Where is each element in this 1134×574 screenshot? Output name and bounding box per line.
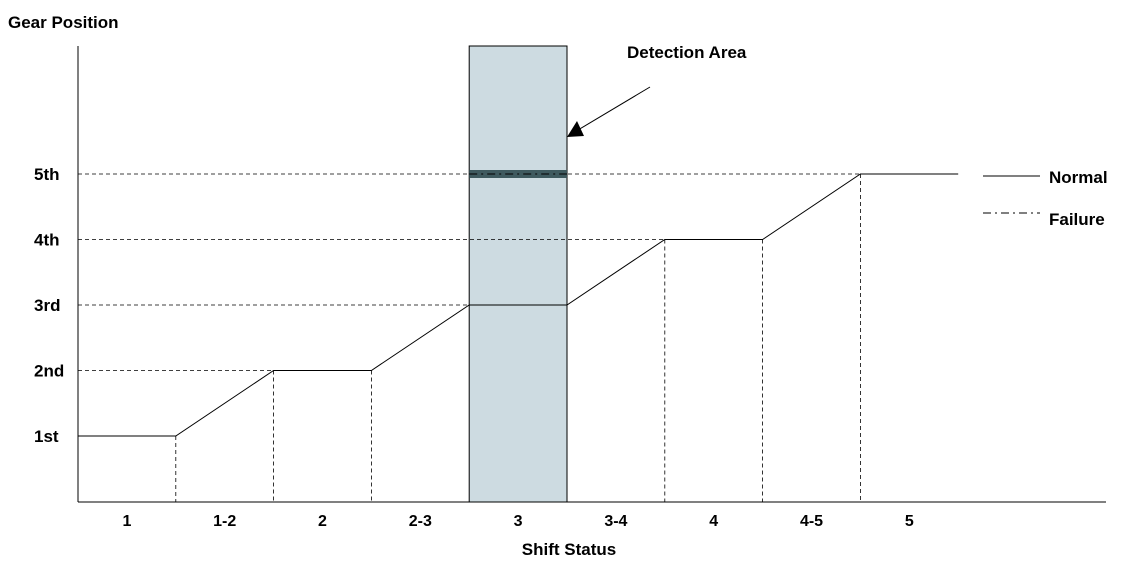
legend-normal-label: Normal [1049,168,1108,187]
y-tick-label: 2nd [34,362,64,381]
detection-area-arrow [577,86,651,131]
y-axis-title: Gear Position [8,13,119,32]
detection-area-arrowhead [567,121,584,137]
detection-area-label: Detection Area [627,43,747,62]
x-axis-title: Shift Status [522,540,616,559]
x-tick-label: 5 [905,513,914,530]
x-tick-label: 3 [514,513,523,530]
y-tick-label: 4th [34,231,60,250]
x-tick-label: 2 [318,513,327,530]
series-normal-line [78,173,959,437]
y-tick-label: 3rd [34,296,60,315]
x-tick-label: 3-4 [604,513,627,530]
legend-failure-label: Failure [1049,210,1105,229]
x-tick-label: 4-5 [800,513,823,530]
x-tick-label: 1 [122,513,131,530]
x-tick-label: 4 [709,513,718,530]
detection-area-band [468,45,568,503]
y-tick-label: 1st [34,427,59,446]
x-tick-label: 2-3 [409,513,432,530]
x-tick-label: 1-2 [213,513,236,530]
y-tick-label: 5th [34,165,60,184]
